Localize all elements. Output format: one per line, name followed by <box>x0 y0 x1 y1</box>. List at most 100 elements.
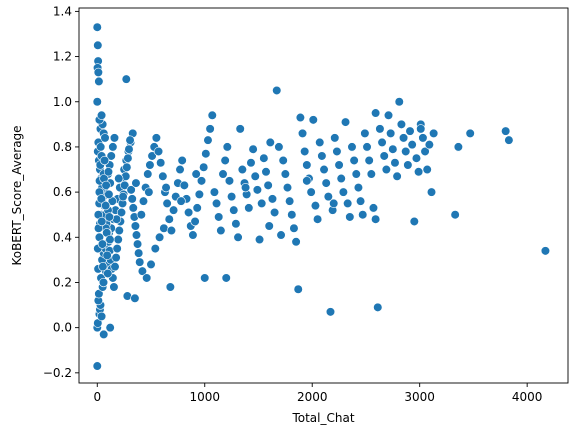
data-point <box>220 155 230 166</box>
data-point <box>120 180 130 190</box>
data-point <box>96 194 106 204</box>
data-point <box>422 164 432 175</box>
data-point <box>244 203 254 213</box>
data-point <box>465 128 475 138</box>
data-point <box>366 169 376 179</box>
data-point <box>227 192 237 202</box>
data-point <box>103 167 114 177</box>
data-point <box>375 124 385 134</box>
data-point <box>98 262 108 272</box>
data-point <box>200 273 210 283</box>
data-point <box>158 171 168 181</box>
data-point <box>360 128 370 138</box>
data-point <box>221 273 231 283</box>
data-point <box>214 212 224 222</box>
data-point <box>175 164 185 175</box>
data-point <box>250 171 260 181</box>
data-point <box>123 153 133 163</box>
data-point <box>280 169 290 179</box>
x-tick-label: 2000 <box>297 390 328 404</box>
x-tick-label: 0 <box>93 390 101 404</box>
data-point <box>409 216 419 227</box>
data-point <box>124 144 134 154</box>
data-point <box>144 187 154 197</box>
data-point <box>325 307 336 317</box>
data-point <box>386 128 396 138</box>
data-point <box>373 302 383 312</box>
data-point <box>142 273 152 283</box>
data-point <box>254 234 265 245</box>
data-point <box>207 110 217 120</box>
data-point <box>116 207 127 218</box>
data-point <box>388 144 398 154</box>
data-point <box>96 110 107 120</box>
data-point <box>257 198 267 209</box>
data-point <box>192 203 202 213</box>
data-point <box>176 196 186 206</box>
data-point <box>329 198 339 209</box>
data-point <box>300 146 310 157</box>
data-point <box>265 137 275 148</box>
data-point <box>98 277 109 288</box>
data-point <box>343 198 353 209</box>
data-point <box>270 207 280 218</box>
data-point <box>306 187 316 197</box>
data-point <box>151 133 161 143</box>
data-point <box>403 160 413 170</box>
data-point <box>114 173 124 184</box>
data-point <box>127 194 137 204</box>
plot-frame <box>78 7 569 384</box>
data-point <box>319 164 329 175</box>
data-point <box>282 182 293 193</box>
y-tick-label: 1.2 <box>53 50 72 64</box>
data-point <box>93 40 103 50</box>
data-point <box>92 361 102 371</box>
data-point <box>330 133 340 143</box>
data-point <box>105 234 115 245</box>
data-point <box>231 219 241 229</box>
data-point <box>368 203 379 213</box>
data-point <box>132 239 143 249</box>
data-point <box>203 135 213 145</box>
data-point <box>135 257 145 267</box>
data-point <box>338 187 348 197</box>
data-point <box>130 221 141 231</box>
data-point <box>99 329 109 340</box>
axes-layer: 0 1000 2000 3000 4000 −0.2 0.0 0.2 0.4 0.6 0.8 1.0 1… <box>10 4 569 425</box>
data-point <box>358 210 368 220</box>
data-point <box>383 110 394 120</box>
data-point <box>153 146 164 157</box>
data-point <box>315 137 325 148</box>
data-point <box>134 248 144 258</box>
data-point <box>102 250 112 260</box>
data-point <box>92 97 102 107</box>
y-tick-label: 0.4 <box>53 230 72 244</box>
y-tick-label: −0.2 <box>43 366 72 380</box>
data-point <box>240 182 251 193</box>
data-point <box>401 146 411 157</box>
data-point <box>130 293 140 303</box>
data-point <box>504 135 514 145</box>
data-point <box>424 140 434 150</box>
data-point <box>111 253 121 263</box>
data-point <box>96 142 106 152</box>
data-point <box>291 237 301 247</box>
data-point <box>287 210 297 220</box>
data-point <box>267 194 278 204</box>
data-point <box>429 128 439 138</box>
data-point <box>216 225 226 236</box>
data-point <box>426 187 437 197</box>
data-point <box>137 266 148 276</box>
data-point <box>355 196 366 206</box>
data-point <box>237 164 247 175</box>
data-point <box>308 115 318 125</box>
data-point <box>99 155 110 166</box>
data-point <box>218 169 228 179</box>
data-point <box>312 214 323 224</box>
data-point <box>128 203 138 213</box>
data-point <box>364 155 374 166</box>
data-point <box>190 216 200 227</box>
data-point <box>188 230 198 240</box>
data-point <box>263 180 273 190</box>
